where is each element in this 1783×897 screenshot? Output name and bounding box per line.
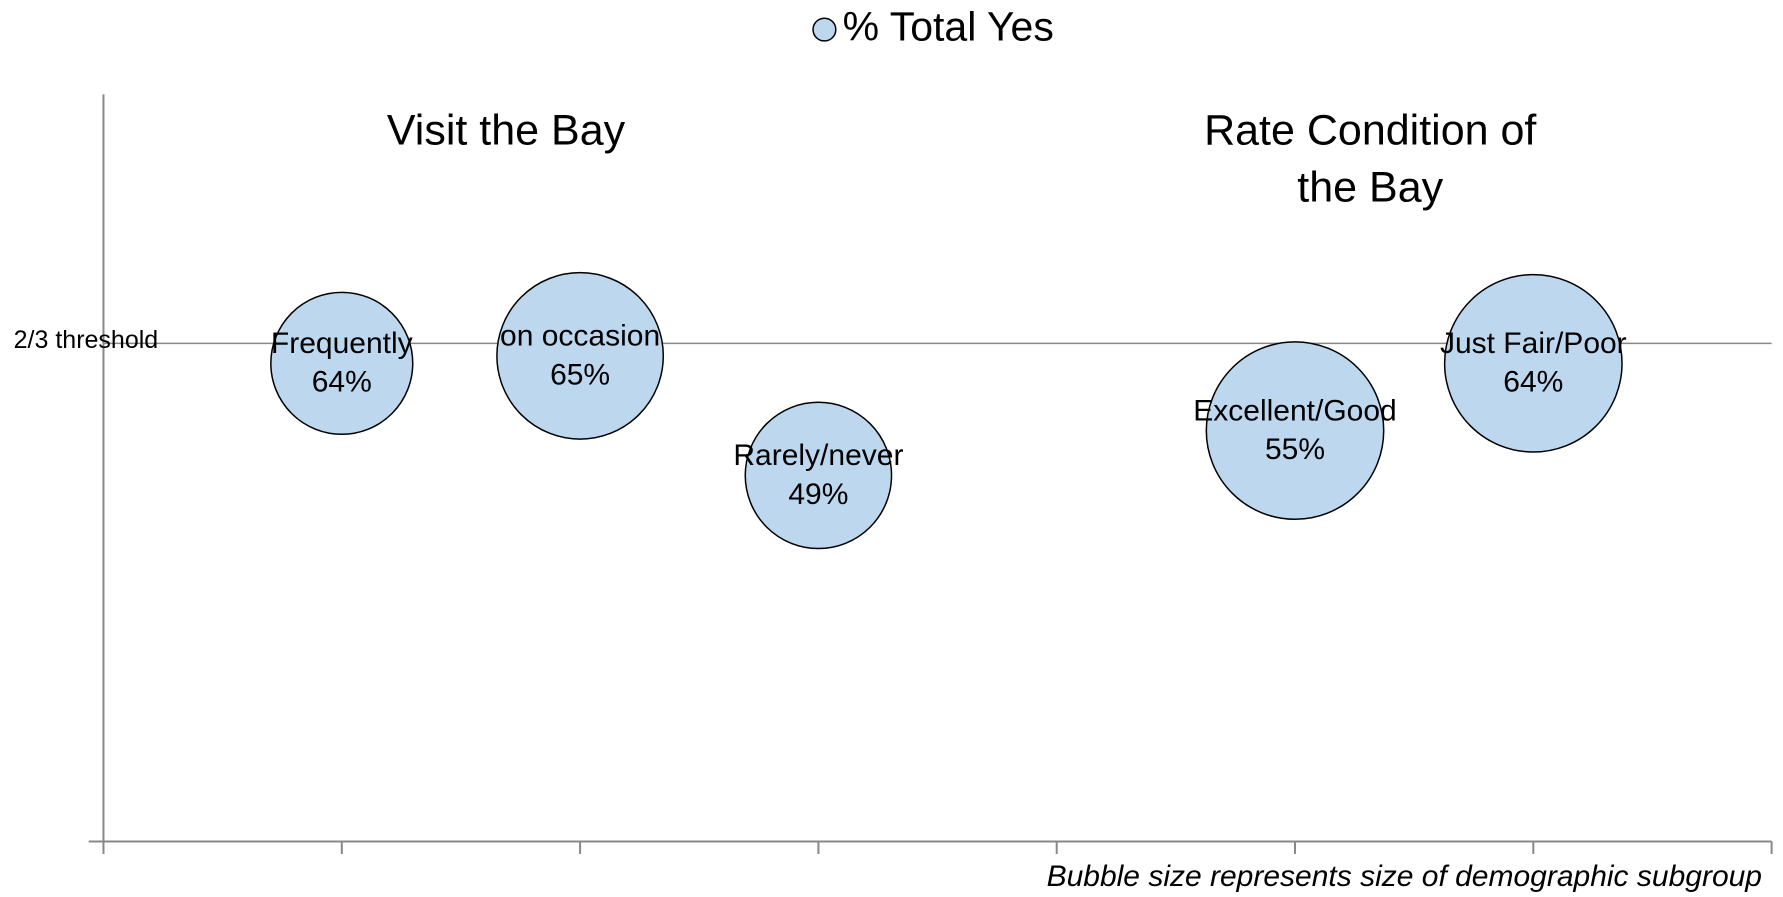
bubble-value: 64%: [312, 366, 372, 399]
bubble: [270, 291, 414, 436]
bubble: [496, 271, 665, 440]
bubble: [1443, 273, 1623, 453]
group-label: Visit the Bay: [387, 106, 626, 154]
bubble-value: 55%: [1265, 433, 1325, 466]
bubble-value: 64%: [1503, 366, 1563, 399]
bubble-category: Excellent/Good: [1193, 394, 1396, 427]
footnote: Bubble size represents size of demograph…: [1047, 860, 1762, 893]
group-label: Rate Condition of: [1204, 106, 1537, 154]
bubble: [1205, 341, 1385, 521]
bubble-category: Just Fair/Poor: [1440, 327, 1627, 360]
bubble-category: on occasion: [500, 320, 660, 353]
bubble-value: 49%: [788, 478, 848, 511]
group-label: the Bay: [1297, 163, 1443, 211]
legend-label: % Total Yes: [843, 3, 1054, 49]
legend-swatch: [812, 17, 837, 42]
bubble-category: Rarely/never: [733, 439, 903, 472]
threshold-label: 2/3 threshold: [14, 326, 159, 354]
bubble-value: 65%: [550, 358, 610, 391]
bubble-category: Frequently: [271, 327, 413, 360]
bubble: [744, 401, 893, 550]
